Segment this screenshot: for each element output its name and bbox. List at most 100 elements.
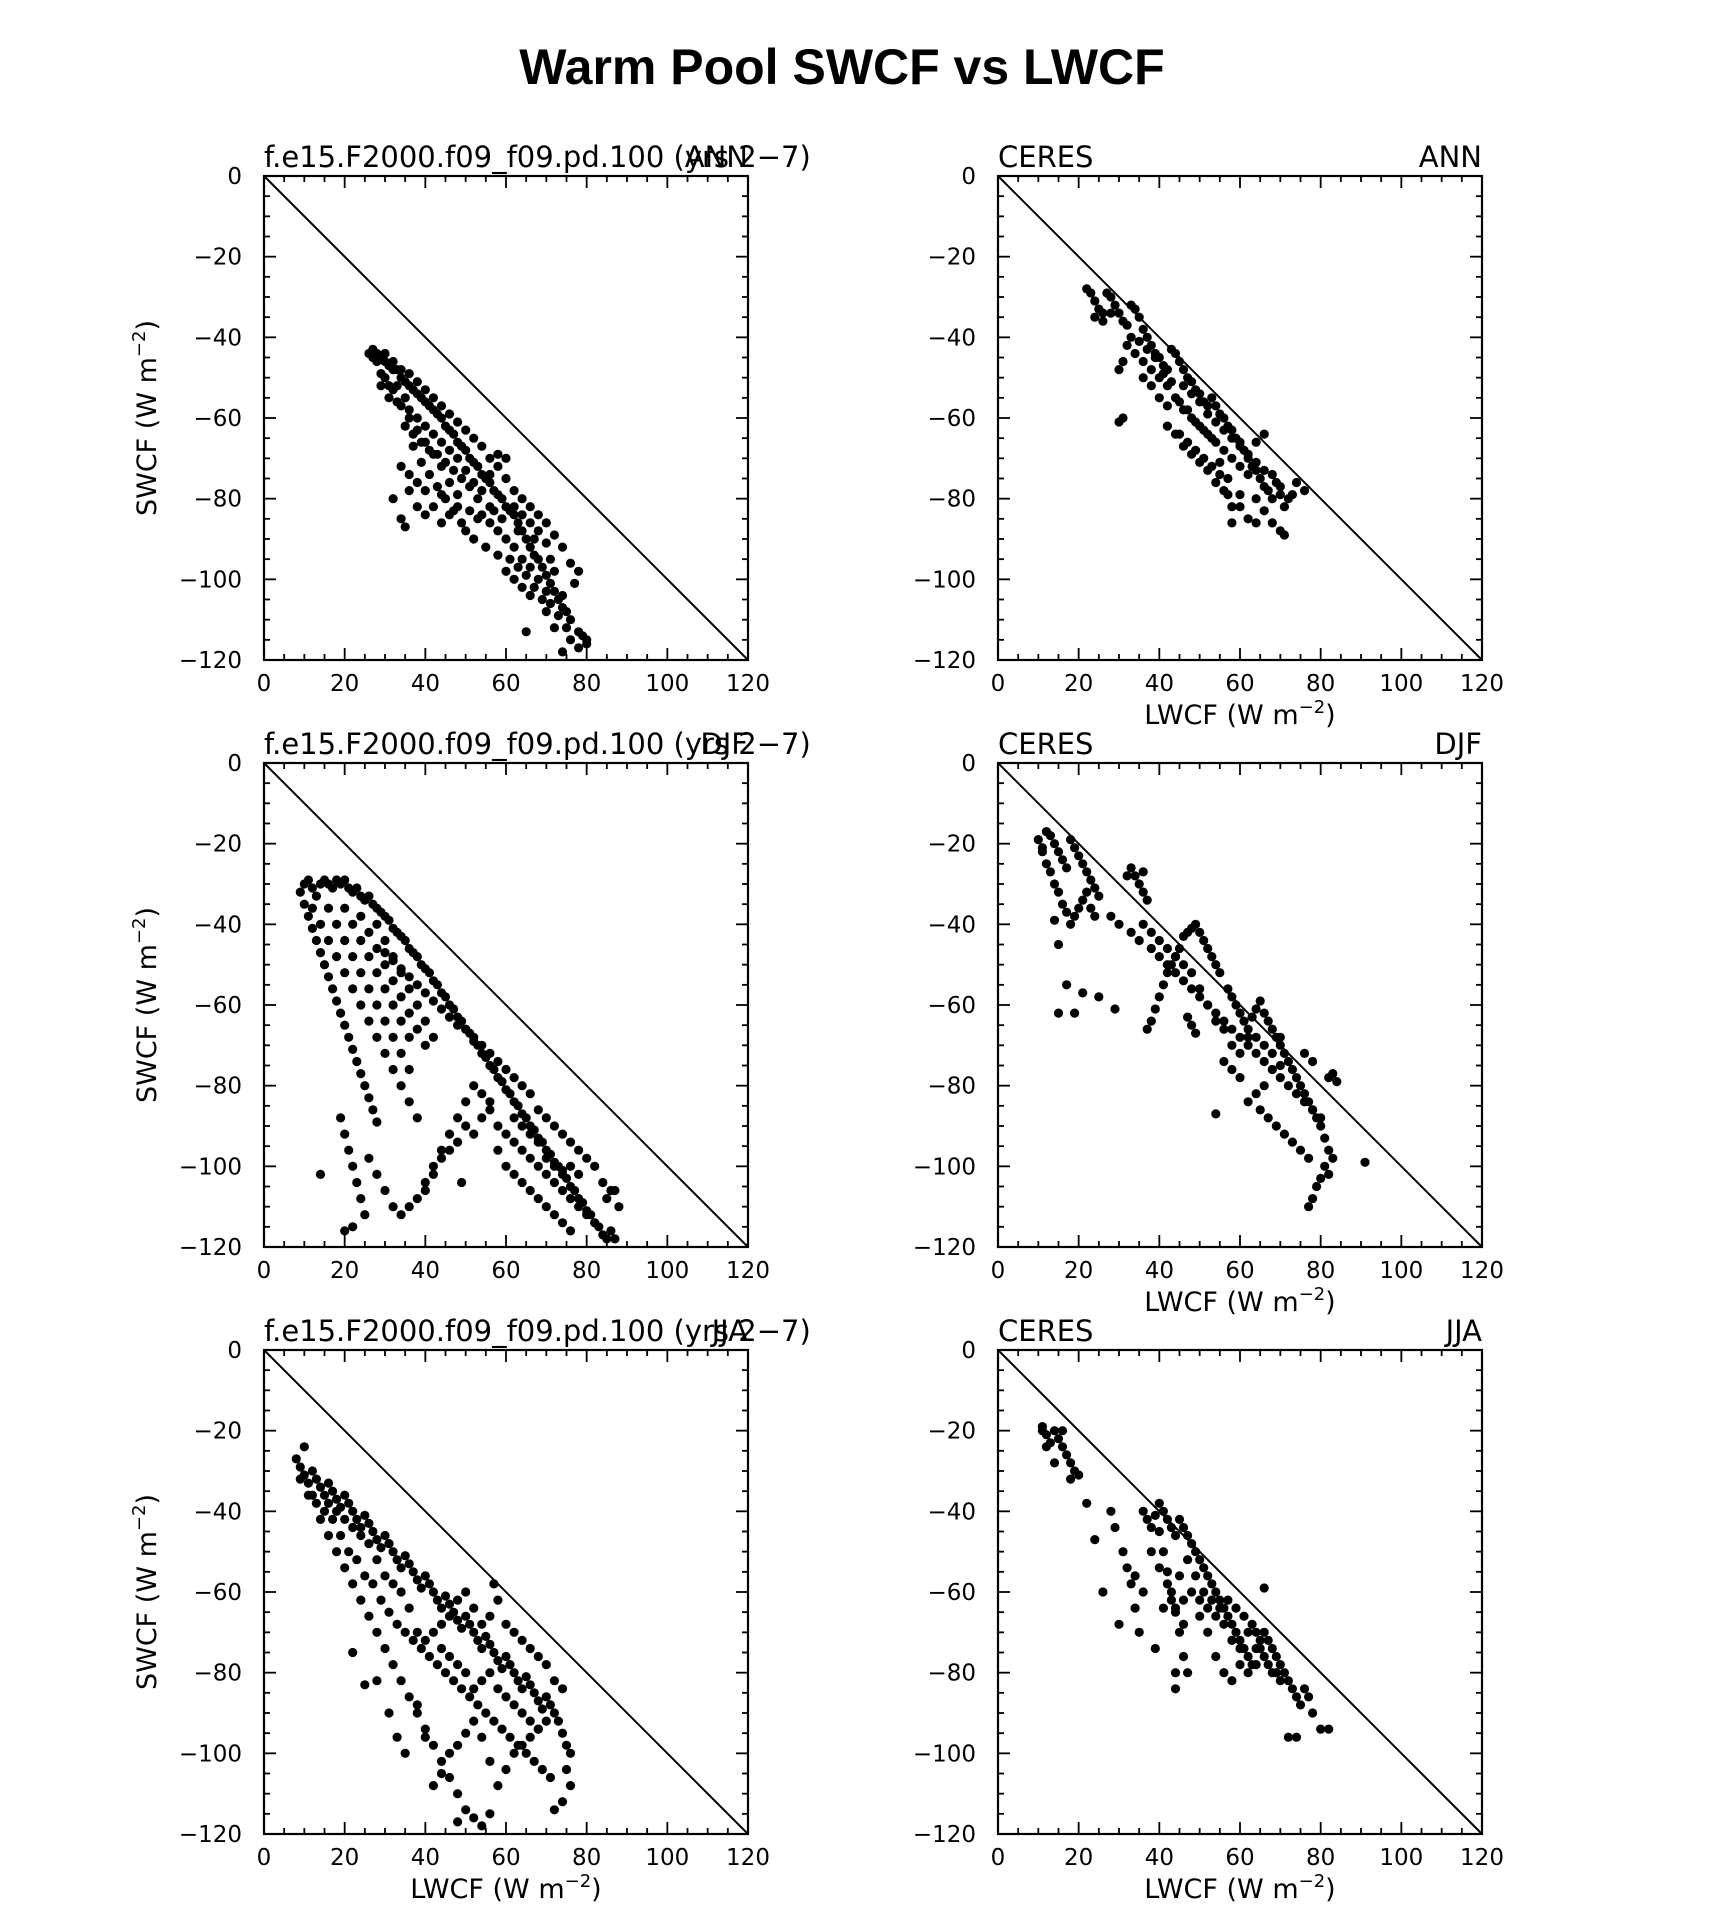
data-point — [533, 1194, 543, 1204]
data-point — [1158, 980, 1168, 990]
data-point — [549, 1161, 560, 1171]
data-point — [1304, 1097, 1314, 1107]
data-point — [1243, 1040, 1253, 1050]
data-point — [392, 1555, 402, 1565]
data-point — [1138, 867, 1148, 877]
data-point — [541, 538, 551, 548]
data-point — [590, 1218, 600, 1228]
y-axis-label: SWCF (W m−2) — [129, 1494, 163, 1690]
data-point — [307, 1466, 317, 1476]
data-point — [533, 526, 543, 536]
data-point — [368, 1105, 378, 1115]
data-point — [384, 393, 394, 403]
x-tick-label: 20 — [1064, 671, 1093, 697]
data-point — [356, 1194, 366, 1204]
data-point — [348, 1044, 358, 1054]
data-point — [420, 1177, 430, 1188]
data-point — [1187, 968, 1197, 978]
data-point — [424, 968, 434, 978]
data-point — [1215, 457, 1225, 467]
data-point — [1122, 320, 1132, 330]
data-point — [453, 490, 463, 500]
data-point — [493, 550, 503, 560]
data-point — [444, 1772, 455, 1783]
data-point — [461, 1097, 471, 1107]
data-point — [1178, 381, 1189, 391]
data-point — [517, 510, 527, 520]
data-point — [315, 1169, 326, 1179]
data-point — [404, 1032, 414, 1042]
data-point — [376, 1595, 386, 1605]
data-point — [1166, 377, 1176, 387]
data-point — [525, 1089, 535, 1099]
data-point — [1243, 469, 1253, 480]
data-point — [1283, 1676, 1293, 1686]
data-point — [1130, 1571, 1140, 1581]
data-point — [469, 1684, 479, 1694]
data-point — [1122, 1563, 1132, 1573]
data-point — [1235, 1048, 1245, 1058]
data-point — [501, 534, 511, 544]
y-tick-label: −60 — [193, 993, 242, 1019]
data-point — [1211, 1008, 1221, 1018]
data-point — [408, 441, 418, 451]
data-point — [517, 582, 527, 593]
data-point — [1251, 494, 1261, 504]
data-point — [457, 1177, 467, 1188]
data-point — [372, 1676, 382, 1686]
data-point — [1178, 1595, 1189, 1605]
data-point — [489, 1716, 499, 1726]
data-point — [352, 883, 362, 893]
data-point — [1287, 1137, 1297, 1147]
data-point — [1037, 847, 1047, 857]
data-point — [1191, 1547, 1201, 1557]
data-point — [565, 1226, 576, 1236]
data-point — [291, 1454, 301, 1464]
data-point — [1146, 1016, 1156, 1026]
data-point — [541, 1113, 551, 1123]
data-point — [1328, 1153, 1338, 1163]
data-point — [1235, 1073, 1245, 1083]
data-point — [565, 1137, 576, 1147]
data-point — [574, 1145, 584, 1155]
data-point — [364, 1093, 374, 1103]
data-point — [525, 518, 535, 528]
data-point — [1134, 336, 1144, 346]
x-tick-label: 80 — [1306, 1845, 1335, 1871]
data-point — [485, 453, 495, 463]
data-point — [1110, 1004, 1120, 1014]
data-point — [380, 935, 390, 946]
data-point — [469, 1716, 479, 1726]
data-point — [307, 923, 317, 934]
data-point — [380, 1571, 390, 1581]
data-point — [1251, 1660, 1261, 1670]
data-point — [485, 1105, 495, 1115]
data-point — [1142, 1514, 1152, 1524]
data-point — [299, 899, 309, 909]
data-point — [1041, 1442, 1051, 1452]
data-point — [1219, 1619, 1229, 1629]
x-tick-label: 80 — [572, 1845, 601, 1871]
data-point — [360, 1571, 370, 1581]
data-point — [420, 1040, 430, 1050]
data-point — [396, 1210, 406, 1220]
data-point — [541, 570, 551, 580]
data-point — [1243, 1651, 1253, 1662]
data-point — [1219, 1016, 1229, 1026]
data-point — [489, 506, 499, 516]
data-point — [1154, 935, 1164, 946]
data-point — [561, 607, 572, 617]
data-point — [380, 1016, 390, 1026]
x-tick-label: 120 — [1460, 1845, 1504, 1871]
data-point — [444, 1012, 455, 1022]
data-point — [1263, 486, 1273, 496]
data-point — [372, 968, 382, 978]
data-point — [1255, 473, 1265, 484]
data-point — [493, 449, 503, 459]
data-point — [457, 1684, 467, 1694]
data-point — [1255, 1105, 1265, 1115]
data-point — [1162, 943, 1172, 954]
data-point — [1162, 401, 1172, 411]
y-tick-label: −40 — [927, 325, 976, 351]
